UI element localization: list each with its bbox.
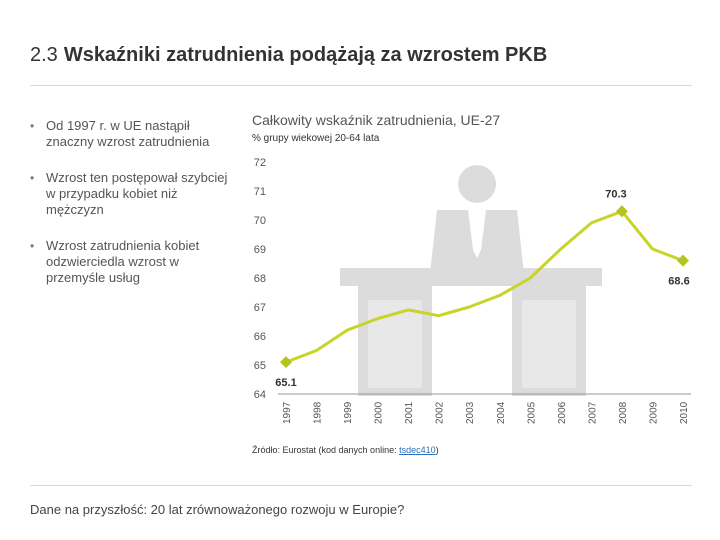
title-divider bbox=[30, 85, 692, 86]
data-point-marker bbox=[280, 356, 292, 369]
x-tick-label: 2003 bbox=[465, 401, 476, 424]
x-tick-label: 2004 bbox=[496, 401, 507, 424]
x-tick-label: 2000 bbox=[374, 401, 385, 424]
bullet-item: Wzrost zatrudnienia kobiet odzwierciedla… bbox=[30, 238, 230, 286]
series-group bbox=[280, 205, 689, 369]
data-label: 68.6 bbox=[668, 276, 689, 288]
x-tick-label: 2001 bbox=[404, 401, 415, 424]
y-tick-label: 72 bbox=[254, 157, 266, 169]
x-tick-label: 2005 bbox=[526, 401, 537, 424]
footer-divider bbox=[30, 485, 692, 486]
x-tick-label: 2007 bbox=[587, 401, 598, 424]
bullet-item: Wzrost ten postępował szybciej w przypad… bbox=[30, 170, 230, 218]
y-tick-label: 69 bbox=[254, 244, 266, 256]
x-tick-label: 2002 bbox=[435, 401, 446, 424]
y-tick-label: 67 bbox=[254, 302, 266, 314]
employment-line-chart: 64 65 66 67 68 69 70 71 72 1997 1998 1999 2000 2001 2… bbox=[254, 157, 691, 424]
y-tick-label: 68 bbox=[254, 273, 266, 285]
y-tick-label: 64 bbox=[254, 389, 266, 401]
illustration-head bbox=[458, 165, 496, 203]
slide-title: 2.3 Wskaźniki zatrudnienia podążają za wz… bbox=[30, 44, 700, 67]
x-axis: 1997 1998 1999 2000 2001 2002 2003 2004 2005 2006… bbox=[278, 393, 691, 424]
illustration-desk-top bbox=[340, 268, 602, 286]
source-note: Źródło: Eurostat (kod danych online: tsd… bbox=[252, 445, 439, 455]
chart-title: Całkowity wskaźnik zatrudnienia, UE-27 bbox=[252, 112, 501, 128]
illustration-desk-drawer-left bbox=[358, 286, 432, 396]
data-point-marker bbox=[677, 254, 689, 267]
source-prefix: Źródło: Eurostat (kod danych online: bbox=[252, 445, 400, 455]
x-tick-label: 2006 bbox=[557, 401, 568, 424]
y-tick-label: 71 bbox=[254, 186, 266, 198]
y-tick-label: 66 bbox=[254, 331, 266, 343]
chart-subtitle: % grupy wiekowej 20-64 lata bbox=[252, 133, 380, 144]
x-tick-label: 1999 bbox=[343, 401, 354, 424]
slide-number: 2.3 bbox=[30, 44, 58, 66]
source-link[interactable]: tsdec410 bbox=[399, 445, 436, 455]
slide-title-text: Wskaźniki zatrudnienia podążają za wzros… bbox=[63, 44, 548, 66]
x-tick-label: 2009 bbox=[648, 401, 659, 424]
illustration-drawer-panel bbox=[522, 300, 576, 388]
y-tick-label: 70 bbox=[254, 215, 266, 227]
data-label: 65.1 bbox=[275, 377, 296, 389]
y-tick-label: 65 bbox=[254, 360, 266, 372]
x-tick-label: 2008 bbox=[618, 401, 629, 424]
data-label: 70.3 bbox=[605, 188, 626, 200]
illustration-desk-drawer-right bbox=[512, 286, 586, 396]
bullet-list: Od 1997 r. w UE nastąpił znaczny wzrost … bbox=[30, 118, 230, 306]
y-axis: 64 65 66 67 68 69 70 71 72 bbox=[254, 157, 266, 401]
illustration-collar bbox=[468, 210, 486, 258]
series-line bbox=[284, 209, 685, 364]
x-tick-label: 2010 bbox=[679, 401, 690, 424]
data-point-marker bbox=[615, 205, 628, 218]
x-tick-label: 1998 bbox=[313, 401, 324, 424]
bullet-item: Od 1997 r. w UE nastąpił znaczny wzrost … bbox=[30, 118, 230, 150]
x-tick-label: 1997 bbox=[282, 401, 293, 424]
data-labels-group: 65.1 70.3 68.6 bbox=[275, 188, 689, 389]
source-suffix: ) bbox=[435, 445, 439, 455]
footer-text: Dane na przyszłość: 20 lat zrównoważoneg… bbox=[30, 502, 405, 517]
person-at-desk-icon bbox=[340, 165, 602, 396]
